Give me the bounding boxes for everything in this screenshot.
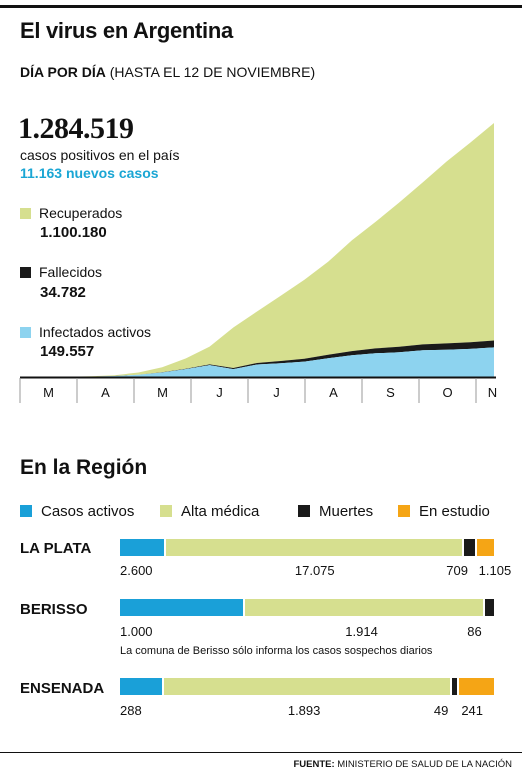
bar-segment-alta-médica <box>163 678 450 695</box>
legend-label: Recuperados <box>39 205 123 221</box>
value-label: 1.914 <box>345 624 378 639</box>
region-label: BERISSO <box>20 601 88 618</box>
legend-swatch <box>160 505 172 517</box>
legend-swatch <box>20 505 32 517</box>
legend-label: Alta médica <box>181 503 260 520</box>
value-label: 1.000 <box>120 624 153 639</box>
x-tick-label: M <box>157 385 168 400</box>
bar-segment-casos-activos <box>120 539 164 556</box>
x-tick-label: S <box>386 385 395 400</box>
subtitle-rest: (HASTA EL 12 DE NOVIEMBRE) <box>109 64 316 80</box>
legend-label: Infectados activos <box>39 324 152 340</box>
bar-segment-casos-activos <box>120 599 244 616</box>
legend-casos-activos: Casos activos <box>20 503 134 520</box>
legend-fallecidos: Fallecidos <box>20 264 102 280</box>
value-label: 1.105 <box>478 563 512 578</box>
value-label: 241 <box>461 703 484 718</box>
legend-value-fallecidos: 34.782 <box>40 284 86 301</box>
legend-label: En estudio <box>419 503 490 520</box>
legend-label: Casos activos <box>41 503 135 520</box>
x-tick-label: A <box>329 385 338 400</box>
total-cases: 1.284.519 <box>18 112 134 145</box>
source-label: FUENTE: <box>293 759 335 770</box>
x-tick-label: M <box>43 385 54 400</box>
legend-swatch <box>20 327 31 338</box>
x-tick-label: J <box>273 385 280 400</box>
value-label: 49 <box>433 703 449 718</box>
source-text: MINISTERIO DE SALUD DE LA NACIÓN <box>337 759 512 770</box>
legend-alta-medica: Alta médica <box>160 503 259 520</box>
x-tick-label: O <box>442 385 452 400</box>
bar-segment-casos-activos <box>120 678 162 695</box>
legend-en-estudio: En estudio <box>398 503 490 520</box>
area-recuperados <box>20 123 494 377</box>
bar-segment-alta-médica <box>165 539 463 556</box>
bar-segment-muertes <box>485 599 494 616</box>
legend-label: Muertes <box>319 503 374 520</box>
legend-swatch <box>20 267 31 278</box>
region-title: En la Región <box>20 456 148 479</box>
x-tick-label: J <box>216 385 223 400</box>
bar-segment-en-estudio <box>459 678 494 695</box>
area-fallecidos <box>20 340 494 377</box>
legend-value-recuperados: 1.100.180 <box>40 224 107 241</box>
legend-value-infectados: 149.557 <box>40 343 95 360</box>
legend-muertes: Muertes <box>298 503 373 520</box>
legend-label: Fallecidos <box>39 264 103 280</box>
value-label: 1.893 <box>287 703 321 718</box>
bar-segment-muertes <box>464 539 475 556</box>
value-label: 2.600 <box>120 563 153 578</box>
legend-swatch <box>20 208 31 219</box>
region-label: ENSENADA <box>20 680 105 697</box>
value-label: 709 <box>446 563 468 578</box>
bar-segment-alta-médica <box>245 599 484 616</box>
total-cases-label: casos positivos en el país <box>20 147 180 163</box>
x-tick-label: A <box>101 385 110 400</box>
bar-segment-muertes <box>451 678 458 695</box>
x-tick-label: N <box>488 385 497 400</box>
bar-segment-en-estudio <box>476 539 494 556</box>
new-cases: 11.163 nuevos casos <box>20 165 159 181</box>
legend-recuperados: Recuperados <box>20 205 122 221</box>
area-infectados-activos <box>20 347 494 377</box>
bottom-rule <box>0 752 522 753</box>
value-label: 288 <box>120 703 142 718</box>
legend-swatch <box>398 505 410 517</box>
value-label: 86 <box>467 624 482 639</box>
value-label: 17.075 <box>294 563 335 578</box>
source-credit: FUENTE: MINISTERIO DE SALUD DE LA NACIÓN <box>293 759 512 770</box>
legend-infectados: Infectados activos <box>20 324 151 340</box>
legend-swatch <box>298 505 310 517</box>
chart-subtitle: DÍA POR DÍA (HASTA EL 12 DE NOVIEMBRE) <box>20 64 315 80</box>
top-rule <box>0 5 522 8</box>
page-title: El virus en Argentina <box>20 18 233 43</box>
berisso-note: La comuna de Berisso sólo informa los ca… <box>120 645 433 657</box>
subtitle-bold: DÍA POR DÍA <box>20 64 106 80</box>
region-label: LA PLATA <box>20 540 92 557</box>
